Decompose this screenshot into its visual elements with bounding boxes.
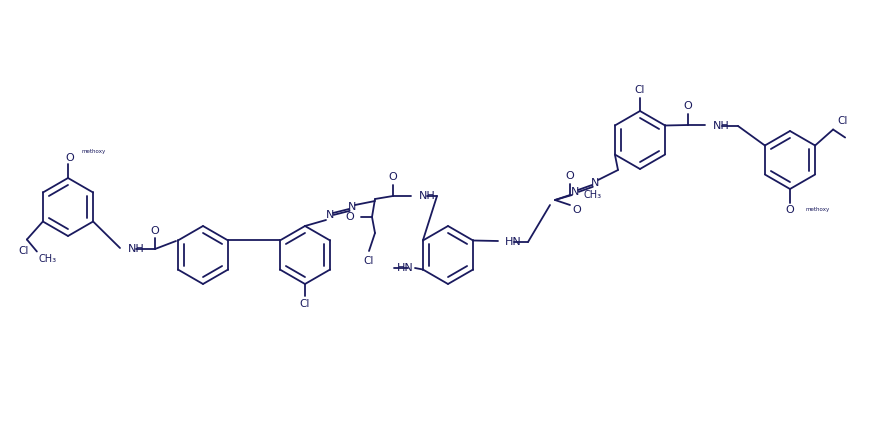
Text: N: N <box>570 187 579 197</box>
Text: NH: NH <box>419 191 436 201</box>
Text: methoxy: methoxy <box>82 150 106 154</box>
Text: O: O <box>786 205 795 215</box>
Text: methoxy: methoxy <box>806 208 830 212</box>
Text: O: O <box>389 172 397 182</box>
Text: HN: HN <box>505 237 522 247</box>
Text: HN: HN <box>397 263 414 273</box>
Text: O: O <box>150 226 159 236</box>
Text: O: O <box>566 171 574 181</box>
Text: N: N <box>591 178 599 188</box>
Text: CH₃: CH₃ <box>583 190 601 200</box>
Text: NH: NH <box>713 121 730 131</box>
Text: N: N <box>348 202 356 212</box>
Text: Cl: Cl <box>300 299 311 309</box>
Text: Cl: Cl <box>19 245 29 255</box>
Text: O: O <box>66 153 75 163</box>
Text: Cl: Cl <box>635 85 645 95</box>
Text: NH: NH <box>128 244 145 254</box>
Text: Cl: Cl <box>837 116 847 126</box>
Text: CH₃: CH₃ <box>39 255 57 265</box>
Text: O: O <box>345 212 354 222</box>
Text: N: N <box>326 210 334 220</box>
Text: O: O <box>684 101 692 111</box>
Text: O: O <box>572 205 581 215</box>
Text: Cl: Cl <box>364 256 374 266</box>
